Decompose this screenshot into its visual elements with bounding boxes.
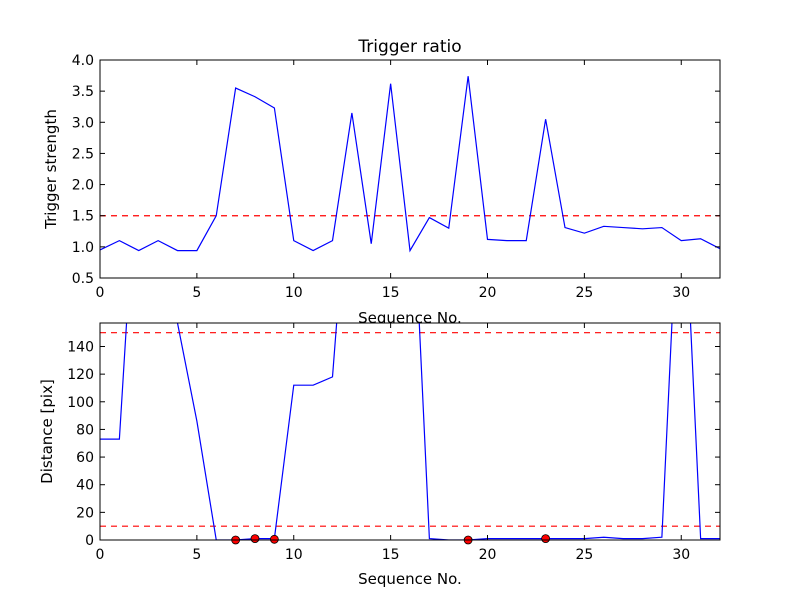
trigger-ratio-chart: 0 5 10 15 20 25 30 0.5 1.0 1.5 2.0 2.5 3.0 3.5 4.0 Trig… [42, 37, 721, 327]
y-tick-label: 100 [67, 395, 94, 411]
x-tick-label: 5 [192, 285, 201, 301]
y-tick-label: 120 [67, 367, 94, 383]
x-tick-label: 15 [382, 285, 400, 301]
x-tick-label: 30 [672, 285, 690, 301]
y-tick-label: 4.0 [72, 53, 94, 69]
y-tick-label: 3.0 [72, 115, 94, 131]
x-tick-label: 15 [382, 547, 400, 563]
y-tick-label: 2.0 [72, 178, 94, 194]
x-tick-label: 0 [96, 285, 105, 301]
axes-frame [99, 322, 721, 541]
y-tick-label: 20 [76, 505, 94, 521]
y-tick-label: 140 [67, 339, 94, 355]
x-tick-label: 10 [285, 547, 303, 563]
plot-area [100, 60, 720, 278]
y-tick-label: 1.5 [72, 209, 94, 225]
chart-title: Trigger ratio [357, 37, 461, 57]
x-tick-label: 30 [672, 547, 690, 563]
x-tick-label: 0 [96, 547, 105, 563]
x-tick-label: 20 [479, 285, 497, 301]
x-tick-label: 25 [575, 285, 593, 301]
y-tick-label: 0.5 [72, 271, 94, 287]
plot-area [100, 323, 720, 540]
distance-chart: 0 5 10 15 20 25 30 0 20 40 60 80 100 120 140 Sequence N… [38, 322, 721, 588]
y-tick-label: 1.0 [72, 240, 94, 256]
series-line-0 [100, 323, 720, 540]
axes-frame [99, 59, 721, 279]
x-tick-label: 20 [479, 547, 497, 563]
x-tick-label: 25 [575, 547, 593, 563]
y-axis-label: Distance [pix] [38, 379, 56, 484]
y-tick-label: 2.5 [72, 146, 94, 162]
y-tick-label: 40 [76, 478, 94, 494]
x-axis-label: Sequence No. [358, 570, 462, 588]
y-tick-label: 60 [76, 450, 94, 466]
y-tick-label: 80 [76, 422, 94, 438]
x-tick-label: 10 [285, 285, 303, 301]
data-marker-1 [250, 534, 260, 544]
series-line-0 [100, 76, 720, 253]
data-marker-2 [269, 534, 279, 544]
y-tick-label: 0 [85, 533, 94, 549]
y-tick-label: 3.5 [72, 84, 94, 100]
x-tick-label: 5 [192, 547, 201, 563]
data-marker-4 [541, 534, 551, 544]
y-axis-label: Trigger strength [42, 109, 60, 230]
